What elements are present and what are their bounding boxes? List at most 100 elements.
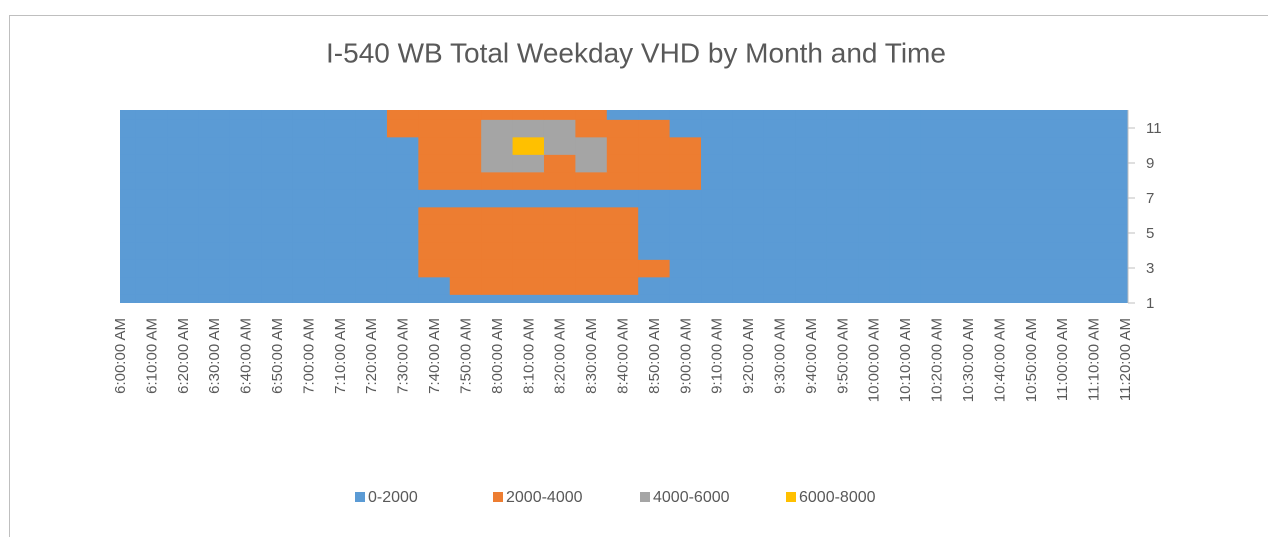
contour-cell <box>638 224 671 243</box>
contour-cell <box>198 136 231 155</box>
contour-cell <box>1015 259 1048 278</box>
contour-cell <box>512 189 545 208</box>
contour-cell <box>167 136 200 155</box>
x-tick-label: 8:50:00 AM <box>646 318 663 394</box>
contour-cell <box>920 276 953 295</box>
contour-cell <box>292 259 325 278</box>
x-tick-label: 9:50:00 AM <box>834 318 851 394</box>
x-tick-label: 7:20:00 AM <box>363 318 380 394</box>
contour-cell <box>669 171 702 190</box>
contour-cell <box>795 110 828 120</box>
contour-cell <box>858 171 891 190</box>
contour-cell <box>1077 171 1110 190</box>
contour-cell <box>261 171 294 190</box>
contour-cell <box>763 206 796 225</box>
x-tick-label: 10:40:00 AM <box>991 318 1008 402</box>
contour-cell <box>795 154 828 173</box>
contour-cell <box>1046 241 1079 260</box>
contour-cell <box>167 154 200 173</box>
contour-cell <box>1046 171 1079 190</box>
contour-cell <box>1015 154 1048 173</box>
contour-cell <box>135 189 168 208</box>
x-tick-label: 11:00:00 AM <box>1054 318 1071 401</box>
contour-cell <box>386 276 419 295</box>
contour-cell <box>229 119 262 138</box>
contour-cell <box>1046 224 1079 243</box>
contour-cell <box>1109 189 1128 208</box>
contour-cell <box>952 206 985 225</box>
contour-cell <box>763 189 796 208</box>
x-tick-label: 11:10:00 AM <box>1086 318 1103 401</box>
chart-title: I-540 WB Total Weekday VHD by Month and … <box>326 37 946 68</box>
contour-cell <box>1109 276 1128 295</box>
contour-cell <box>167 206 200 225</box>
x-tick-label: 8:00:00 AM <box>489 318 506 394</box>
contour-cell <box>795 241 828 260</box>
contour-cell <box>826 136 859 155</box>
contour-cell <box>606 259 639 278</box>
contour-cell <box>732 189 765 208</box>
contour-cell <box>481 110 514 120</box>
contour-cell <box>606 241 639 260</box>
contour-cell <box>638 241 671 260</box>
contour-cell <box>512 206 545 225</box>
x-tick-label: 9:30:00 AM <box>772 318 789 394</box>
contour-cell <box>261 206 294 225</box>
contour-cell <box>701 110 734 120</box>
contour-cell <box>606 154 639 173</box>
contour-cell <box>543 189 576 208</box>
contour-cell <box>826 224 859 243</box>
y-tick-label: 3 <box>1146 260 1154 277</box>
contour-cell <box>418 241 451 260</box>
contour-cell <box>324 224 357 243</box>
contour-cell <box>355 189 388 208</box>
contour-cell <box>575 171 608 190</box>
contour-cell <box>120 110 137 120</box>
contour-cell <box>167 276 200 295</box>
y-tick-label: 11 <box>1146 120 1162 137</box>
contour-cell <box>324 276 357 295</box>
contour-cell <box>1015 189 1048 208</box>
contour-cell <box>292 110 325 120</box>
contour-cell <box>418 224 451 243</box>
contour-cell <box>449 189 482 208</box>
contour-cell <box>120 171 137 190</box>
legend-swatch <box>355 492 365 502</box>
contour-cell <box>1077 259 1110 278</box>
contour-cell <box>120 259 137 278</box>
contour-cell <box>1109 241 1128 260</box>
contour-cell <box>952 189 985 208</box>
contour-cell <box>386 171 419 190</box>
contour-cell <box>543 241 576 260</box>
contour-cell <box>229 206 262 225</box>
contour-cell <box>1046 294 1079 303</box>
contour-cell <box>763 294 796 303</box>
contour-cell <box>575 206 608 225</box>
contour-cell <box>324 119 357 138</box>
contour-cell <box>324 136 357 155</box>
contour-cell <box>763 154 796 173</box>
contour-cell <box>669 241 702 260</box>
contour-cell <box>386 224 419 243</box>
contour-cell <box>120 136 137 155</box>
contour-cell <box>229 136 262 155</box>
contour-cell <box>983 259 1016 278</box>
contour-cell <box>292 224 325 243</box>
contour-cell <box>826 119 859 138</box>
contour-cell <box>229 241 262 260</box>
contour-cell <box>701 241 734 260</box>
contour-cell <box>229 276 262 295</box>
contour-cell <box>826 294 859 303</box>
contour-cell <box>575 154 608 173</box>
contour-cell <box>920 171 953 190</box>
contour-cell <box>1077 294 1110 303</box>
contour-cell <box>952 110 985 120</box>
contour-cell <box>355 206 388 225</box>
contour-cell <box>120 206 137 225</box>
contour-cell <box>512 224 545 243</box>
contour-cell <box>418 294 451 303</box>
contour-cell <box>701 189 734 208</box>
contour-cell <box>638 136 671 155</box>
x-tick-label: 7:40:00 AM <box>426 318 443 394</box>
